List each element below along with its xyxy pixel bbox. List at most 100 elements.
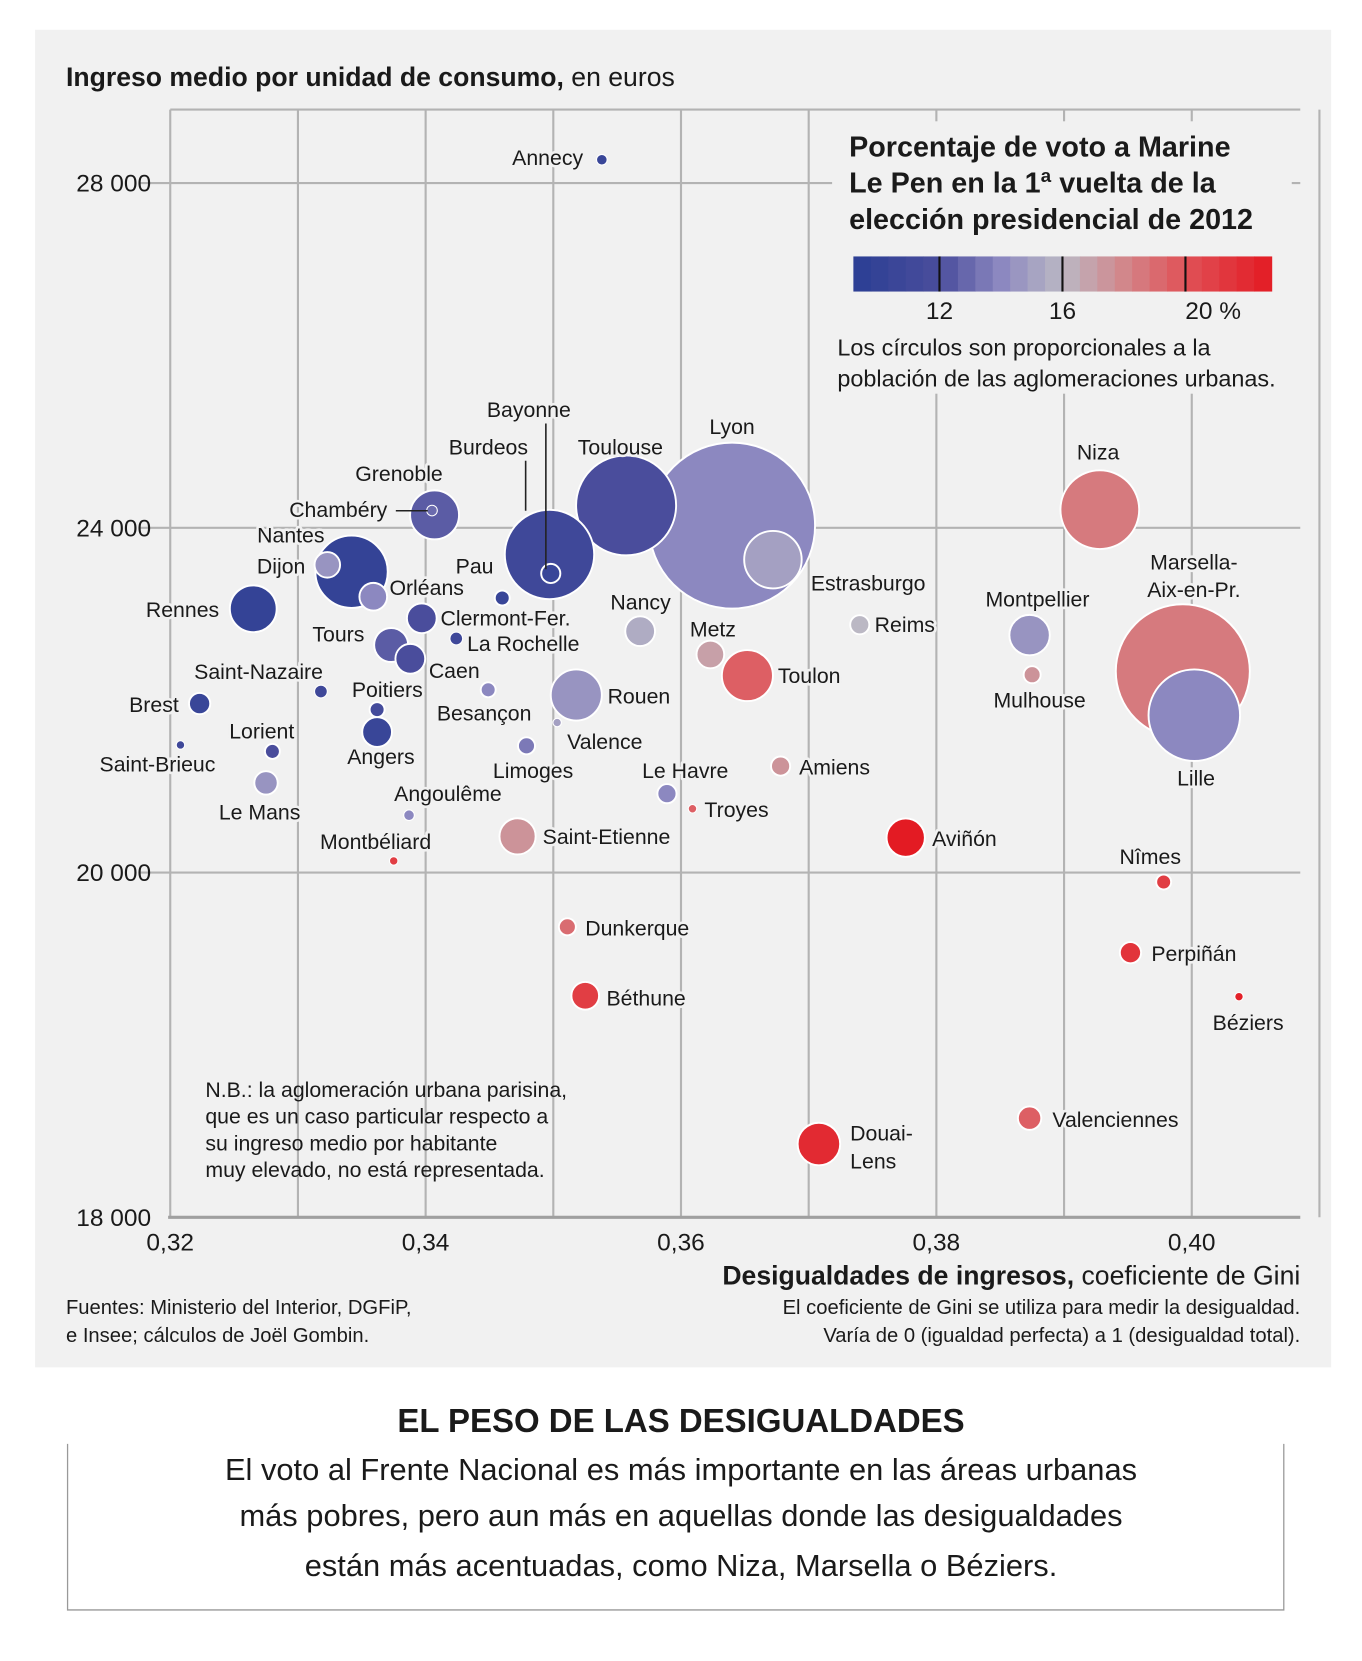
bubble-nancy[interactable] (624, 615, 656, 648)
point-label: Tours (312, 623, 364, 647)
point-label: Nantes (257, 524, 324, 548)
point-label: Le Havre (642, 759, 728, 783)
footer-text-line: más pobres, pero aun más en aquellas don… (239, 1498, 1122, 1533)
bubble-la-rochelle[interactable] (449, 631, 464, 646)
point-label: Aix-en-Pr. (1147, 578, 1240, 602)
point-label: Marsella- (1150, 550, 1237, 574)
bubble-valenciennes[interactable] (1016, 1105, 1043, 1131)
y-tick-label: 24 000 (76, 515, 151, 542)
bubble-rennes[interactable] (228, 584, 278, 634)
point-label: Béziers (1213, 1011, 1284, 1035)
bubble-orléans[interactable] (358, 581, 389, 612)
bubble-chambéry[interactable] (426, 504, 438, 517)
bubble-annecy[interactable] (595, 153, 608, 166)
bubble-n-mes[interactable] (1155, 873, 1173, 891)
bubble-dunkerque[interactable] (557, 917, 577, 937)
point-label: Angoulême (394, 782, 502, 806)
bubble-caen[interactable] (394, 642, 427, 675)
footer-text-line: están más acentuadas, como Niza, Marsell… (305, 1548, 1058, 1583)
bubble-saint-brieuc[interactable] (175, 740, 186, 750)
point-label: Montbéliard (320, 830, 431, 854)
bubble-niza[interactable] (1059, 469, 1141, 551)
bubble-montpellier[interactable] (1008, 613, 1051, 657)
bubble-angoulême[interactable] (403, 809, 415, 822)
y-tick-labels: 18 000 20 000 24 000 28 000 (76, 171, 151, 1232)
point-label: Angers (347, 745, 414, 769)
bubble-rouen[interactable] (549, 668, 603, 722)
color-scale-band (1079, 256, 1098, 292)
legend-title-line: elección presidencial de 2012 (849, 204, 1253, 236)
bubble-toulon[interactable] (720, 649, 774, 703)
bubble-besançon[interactable] (479, 681, 497, 699)
bubble-douai-lens[interactable] (796, 1121, 842, 1167)
point-label: Pau (456, 555, 494, 579)
bubble-clermont-fer-[interactable] (405, 602, 438, 635)
bubble-burdeos[interactable] (503, 508, 596, 601)
bubble-poitiers[interactable] (368, 701, 386, 719)
bubble-reims[interactable] (849, 614, 871, 636)
x-axis-title: Desigualdades de ingresos, coeficiente d… (722, 1260, 1300, 1290)
bubble-lille[interactable] (1147, 668, 1242, 762)
bubble-le-mans[interactable] (253, 770, 279, 796)
point-label: Metz (690, 617, 736, 641)
point-label: Besançon (437, 701, 532, 725)
bubble-le-havre[interactable] (656, 783, 678, 805)
bubble-troyes[interactable] (687, 803, 698, 814)
legend-note-line: población de las aglomeraciones urbanas. (837, 365, 1275, 391)
point-label: Rouen (608, 684, 671, 708)
bubble-estrasburgo[interactable] (743, 529, 803, 590)
point-label: Le Mans (219, 800, 301, 824)
point-label: Valenciennes (1052, 1108, 1178, 1132)
point-label: Reims (875, 613, 935, 637)
point-label: Caen (429, 659, 480, 683)
bubble-béziers[interactable] (1234, 991, 1244, 1002)
bubble-aviñón[interactable] (885, 817, 926, 858)
bubble-perpiñán[interactable] (1118, 941, 1143, 965)
color-scale-band (1167, 256, 1186, 292)
bubble-toulouse[interactable] (575, 454, 678, 557)
bubble-mulhouse[interactable] (1022, 665, 1042, 685)
bubble-limoges[interactable] (517, 736, 536, 756)
color-scale-band (923, 256, 942, 292)
point-label: Mulhouse (993, 689, 1085, 713)
color-scale-band (1114, 256, 1133, 292)
color-scale-tick-label: 12 (926, 298, 953, 325)
color-scale-band (975, 256, 994, 292)
svg-text:su ingreso medio por habitante: su ingreso medio por habitante (205, 1131, 497, 1155)
bubble-bayonne[interactable] (540, 562, 562, 584)
point-label: Béthune (607, 987, 686, 1011)
bubble-dijon[interactable] (313, 551, 342, 579)
point-label: Burdeos (449, 435, 528, 459)
bubble-lorient[interactable] (263, 743, 281, 760)
x-tick-label: 0,40 (1168, 1229, 1216, 1256)
legend-title-line: Porcentaje de voto a Marine (849, 131, 1230, 163)
color-scale-band (1184, 256, 1203, 292)
point-label: Toulouse (578, 435, 663, 459)
bubble-metz[interactable] (695, 639, 726, 670)
bubble-angers[interactable] (361, 716, 393, 748)
bubble-valence[interactable] (552, 717, 562, 728)
bubble-saint-etienne[interactable] (498, 817, 537, 856)
bubble-amiens[interactable] (770, 755, 792, 777)
color-scale-band (905, 256, 924, 292)
bubble-brest[interactable] (188, 692, 212, 716)
bubble-béthune[interactable] (570, 980, 601, 1011)
bubbles (175, 153, 1251, 1167)
color-scale-band (1254, 256, 1273, 292)
color-scale-band (1062, 256, 1081, 292)
bubble-montbéliard[interactable] (388, 856, 399, 866)
y-tick-label: 20 000 (76, 860, 151, 887)
x-tick-label: 0,36 (657, 1229, 705, 1256)
color-scale-band (957, 256, 976, 292)
bubble-saint-nazaire[interactable] (314, 684, 328, 699)
point-label: Poitiers (352, 678, 423, 702)
bubble-pau[interactable] (493, 589, 511, 607)
point-label: Saint-Nazaire (194, 660, 323, 684)
point-label: Amiens (799, 756, 870, 780)
color-scale-band (870, 256, 889, 292)
point-label: Lille (1177, 766, 1215, 790)
point-label: Dunkerque (585, 916, 689, 940)
color-scale-band (1010, 256, 1029, 292)
x-axis-note: Varía de 0 (igualdad perfecta) a 1 (desi… (823, 1325, 1300, 1347)
color-scale-bar: 12 16 20 % (853, 256, 1273, 325)
